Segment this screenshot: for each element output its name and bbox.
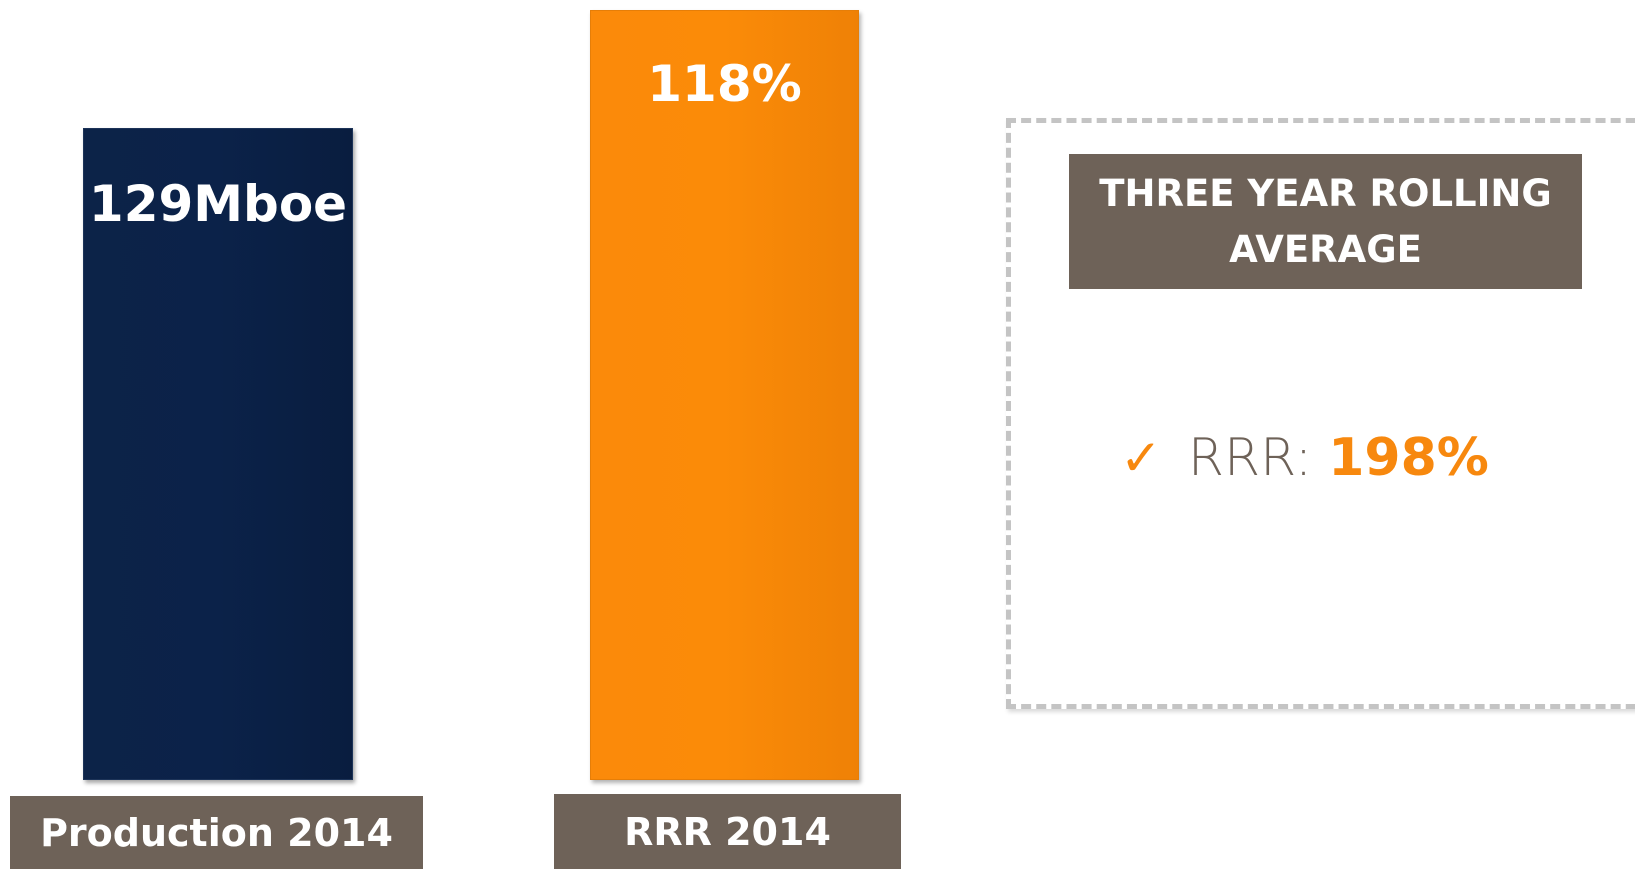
item-label: RRR: [1187,428,1313,488]
category-label: RRR 2014 [554,794,901,869]
check-icon: ✓ [1120,429,1162,487]
production-bar: 129Mboe [83,128,353,780]
item-value: 198% [1328,428,1489,488]
value-label: 118% [647,55,802,113]
rrr-bar: 118% [590,10,859,780]
category-label: Production 2014 [10,796,423,869]
panel-title: THREE YEAR ROLLING AVERAGE [1069,154,1582,289]
value-label: 129Mboe [88,175,348,233]
rolling-average-panel [1006,118,1635,709]
panel-item: ✓ RRR: 198% [1120,418,1489,498]
